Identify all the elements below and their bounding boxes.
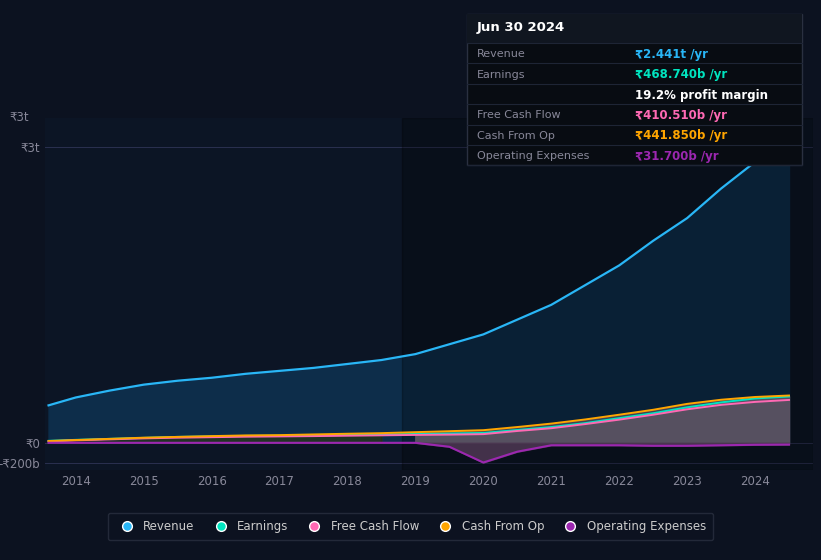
Text: ₹468.740b /yr: ₹468.740b /yr xyxy=(635,68,727,81)
Legend: Revenue, Earnings, Free Cash Flow, Cash From Op, Operating Expenses: Revenue, Earnings, Free Cash Flow, Cash … xyxy=(108,513,713,540)
Text: ₹2.441t /yr: ₹2.441t /yr xyxy=(635,48,708,61)
Text: Jun 30 2024: Jun 30 2024 xyxy=(477,21,565,34)
Text: ₹410.510b /yr: ₹410.510b /yr xyxy=(635,109,727,122)
Text: ₹441.850b /yr: ₹441.850b /yr xyxy=(635,129,727,142)
Bar xyxy=(401,118,813,470)
Text: Free Cash Flow: Free Cash Flow xyxy=(477,110,561,120)
Text: Earnings: Earnings xyxy=(477,69,525,80)
Text: Revenue: Revenue xyxy=(477,49,525,59)
Text: 19.2% profit margin: 19.2% profit margin xyxy=(635,88,768,101)
Text: ₹31.700b /yr: ₹31.700b /yr xyxy=(635,150,718,162)
Text: Cash From Op: Cash From Op xyxy=(477,130,555,141)
Text: Operating Expenses: Operating Expenses xyxy=(477,151,589,161)
Text: ₹3t: ₹3t xyxy=(10,111,30,124)
